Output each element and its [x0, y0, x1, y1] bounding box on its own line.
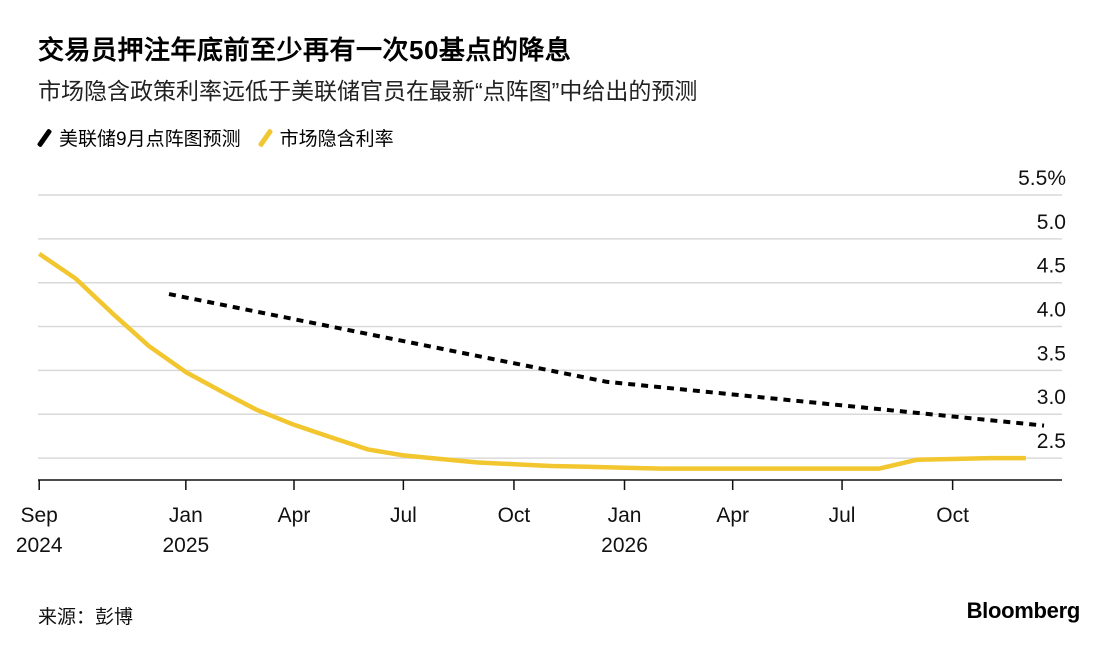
series-lines	[37, 251, 1045, 471]
legend-label-market-implied: 市场隐含利率	[279, 129, 394, 150]
x-tick-label-6: Apr	[716, 504, 749, 527]
legend: 美联储9月点阵图预测 市场隐含利率	[36, 124, 412, 151]
y-tick-label-2: 3.5	[1037, 342, 1066, 365]
y-tick-label-3: 4.0	[1037, 299, 1066, 322]
y-tick-label-0: 2.5	[1037, 430, 1066, 453]
x-tick-year-0: 2024	[16, 534, 63, 557]
legend-label-dot-plot: 美联储9月点阵图预测	[59, 129, 241, 150]
x-tick-label-5: Jan	[608, 504, 642, 527]
bloomberg-logo: Bloomberg	[966, 598, 1081, 623]
y-tick-label-1: 3.0	[1037, 386, 1066, 409]
y-tick-label-6: 5.5%	[1018, 167, 1066, 190]
y-tick-label-4: 4.5	[1037, 255, 1066, 278]
grid-lines	[38, 194, 1062, 481]
x-axis-ticks: Sep 2024 Jan 2025 Apr Jul Oct Jan 2026 Apr Jul Oct	[16, 480, 969, 557]
legend-item-dot-plot: 美联储9月点阵图预测	[36, 124, 241, 151]
x-tick-label-1: Jan	[169, 504, 203, 527]
source-note: 来源：彭博	[38, 607, 134, 628]
series-line-dot-plot	[168, 292, 1045, 428]
y-axis-ticks: 2.5 3.0 3.5 4.0 4.5 5.0 5.5%	[1018, 167, 1066, 453]
series-line-market-implied	[37, 251, 1026, 471]
legend-item-market-implied: 市场隐含利率	[257, 124, 394, 151]
x-tick-label-4: Oct	[498, 504, 531, 527]
chart-title: 交易员押注年底前至少再有一次50基点的降息	[38, 35, 572, 65]
x-tick-label-8: Oct	[936, 504, 969, 527]
x-tick-year-1: 2025	[162, 534, 209, 557]
x-tick-label-3: Jul	[390, 504, 417, 527]
x-tick-label-0: Sep	[21, 504, 58, 527]
x-tick-label-7: Jul	[829, 504, 856, 527]
chart-subtitle: 市场隐含政策利率远低于美联储官员在最新“点阵图”中给出的预测	[38, 78, 698, 104]
x-tick-year-5: 2026	[601, 534, 648, 557]
x-tick-label-2: Apr	[278, 504, 311, 527]
y-tick-label-5: 5.0	[1037, 211, 1066, 234]
